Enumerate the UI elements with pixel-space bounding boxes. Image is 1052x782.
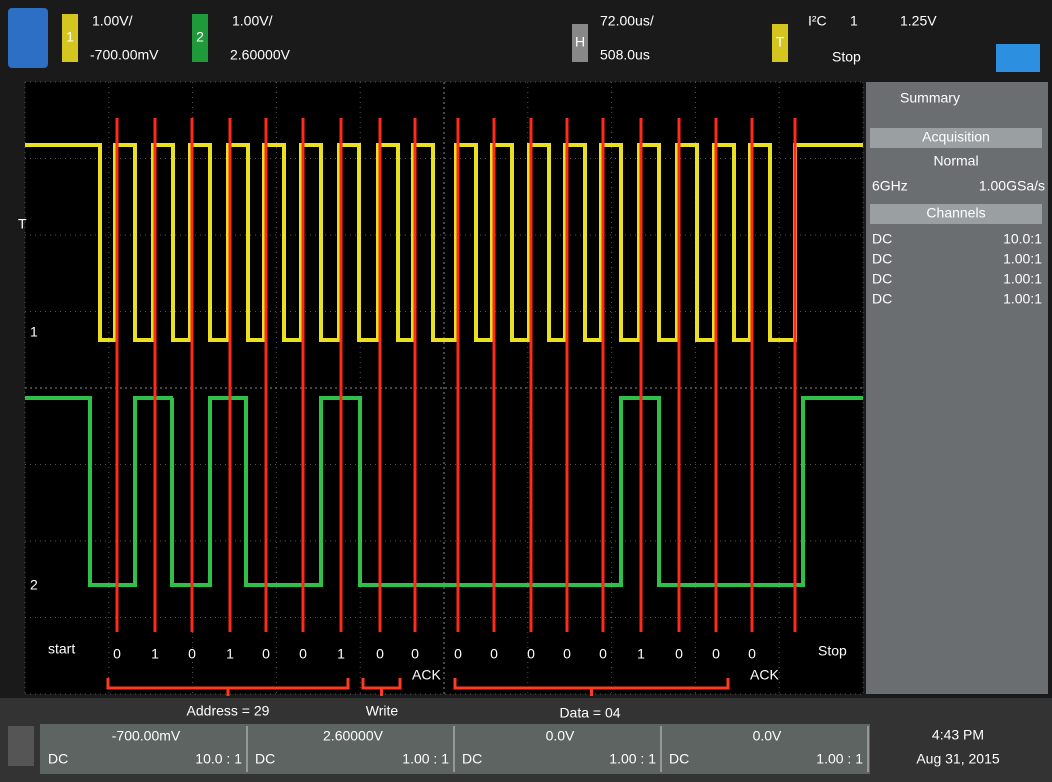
label: 10.0 : 1 bbox=[195, 751, 242, 767]
label: T bbox=[776, 34, 785, 50]
label: DC bbox=[48, 751, 68, 767]
label: 1.25V bbox=[900, 13, 937, 29]
data-brace bbox=[453, 678, 730, 696]
section-header bbox=[870, 204, 1042, 224]
label: 10.0:1 bbox=[1003, 231, 1042, 247]
label: 1.00:1 bbox=[1003, 291, 1042, 307]
bit-label: 0 bbox=[188, 646, 196, 662]
label: 72.00us/ bbox=[600, 13, 654, 29]
label: 1.00V/ bbox=[232, 13, 273, 29]
label: 1.00:1 bbox=[1003, 251, 1042, 267]
label: -700.00mV bbox=[90, 47, 159, 63]
label: 2 bbox=[196, 29, 204, 45]
menu-button[interactable] bbox=[8, 8, 48, 68]
label: DC bbox=[669, 751, 689, 767]
side-panel bbox=[866, 82, 1048, 694]
bit-label: 0 bbox=[599, 646, 607, 662]
bit-label: 0 bbox=[299, 646, 307, 662]
bit-label: 0 bbox=[490, 646, 498, 662]
label: 1 bbox=[850, 13, 858, 29]
bit-label: 0 bbox=[113, 646, 121, 662]
label: H bbox=[575, 34, 585, 50]
h-badge[interactable] bbox=[572, 24, 588, 62]
write-label: Write bbox=[366, 703, 399, 719]
trigger-marker: T bbox=[18, 216, 27, 232]
label: DC bbox=[462, 751, 482, 767]
address-label: Address = 29 bbox=[187, 703, 270, 719]
label: DC bbox=[872, 251, 892, 267]
write-brace bbox=[361, 678, 402, 696]
ack-label: ACK bbox=[750, 667, 779, 683]
start-label: start bbox=[48, 641, 75, 657]
label: 0.0V bbox=[753, 728, 782, 744]
label: 6GHz bbox=[872, 178, 908, 194]
bit-label: 0 bbox=[411, 646, 419, 662]
label: 508.0us bbox=[600, 47, 650, 63]
label: DC bbox=[872, 291, 892, 307]
label: Channels bbox=[926, 205, 985, 221]
label: 0.0V bbox=[546, 728, 575, 744]
up-button[interactable] bbox=[8, 726, 34, 766]
bit-label: 1 bbox=[151, 646, 159, 662]
label: DC bbox=[872, 231, 892, 247]
label: 1 bbox=[66, 29, 74, 45]
bit-label: 1 bbox=[226, 646, 234, 662]
label: DC bbox=[872, 271, 892, 287]
bit-label: 0 bbox=[563, 646, 571, 662]
bit-label: 0 bbox=[376, 646, 384, 662]
label: Normal bbox=[933, 153, 978, 169]
ch2-marker: 2 bbox=[30, 577, 38, 593]
bit-label: 0 bbox=[748, 646, 756, 662]
ack-label: ACK bbox=[412, 667, 441, 683]
sda-trace bbox=[25, 396, 863, 587]
bit-label: 0 bbox=[712, 646, 720, 662]
label: 4:43 PM bbox=[932, 727, 984, 743]
bit-label: 0 bbox=[454, 646, 462, 662]
ch1-badge[interactable] bbox=[62, 14, 78, 62]
section-header bbox=[870, 128, 1042, 148]
label: Acquisition bbox=[922, 129, 990, 145]
label: Stop bbox=[832, 49, 861, 65]
channel-strip bbox=[40, 724, 870, 774]
bit-label: 1 bbox=[337, 646, 345, 662]
label: 1.00V/ bbox=[92, 13, 133, 29]
label: 1.00:1 bbox=[1003, 271, 1042, 287]
stop-label: Stop bbox=[818, 643, 847, 659]
label: -700.00mV bbox=[112, 728, 181, 744]
touch-button[interactable] bbox=[996, 44, 1040, 72]
bit-label: 0 bbox=[262, 646, 270, 662]
label: Summary bbox=[900, 90, 960, 106]
label: Aug 31, 2015 bbox=[916, 751, 1000, 767]
label: 1.00 : 1 bbox=[402, 751, 449, 767]
label: DC bbox=[255, 751, 275, 767]
bit-label: 0 bbox=[675, 646, 683, 662]
ch2-badge[interactable] bbox=[192, 14, 208, 62]
bit-label: 1 bbox=[637, 646, 645, 662]
address-brace bbox=[106, 678, 350, 696]
t-badge[interactable] bbox=[772, 24, 788, 62]
label: 1.00 : 1 bbox=[816, 751, 863, 767]
ch1-marker: 1 bbox=[30, 324, 38, 340]
label: I²C bbox=[808, 13, 827, 29]
data-label: Data = 04 bbox=[559, 705, 620, 721]
label: 1.00 : 1 bbox=[609, 751, 656, 767]
bit-label: 0 bbox=[527, 646, 535, 662]
label: 2.60000V bbox=[323, 728, 384, 744]
label: 1.00GSa/s bbox=[979, 178, 1045, 194]
label: 2.60000V bbox=[230, 47, 291, 63]
